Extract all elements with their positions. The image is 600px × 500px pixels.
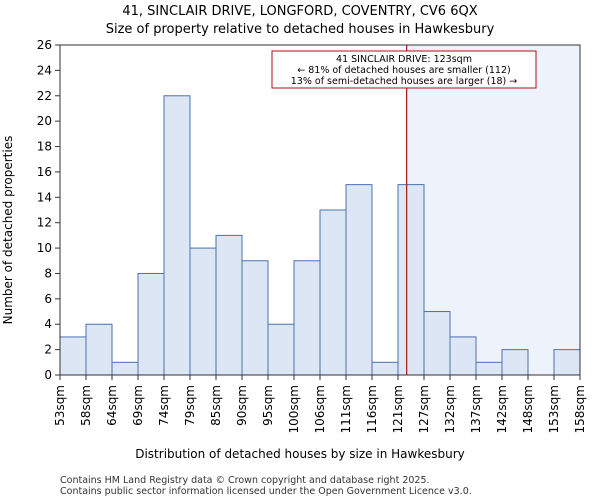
x-tick-label: 116sqm <box>365 385 379 433</box>
y-tick-label: 18 <box>37 140 52 154</box>
y-tick-label: 14 <box>37 190 52 204</box>
y-tick-label: 0 <box>44 368 52 382</box>
y-tick-label: 24 <box>37 63 52 77</box>
histogram-bar <box>189 247 217 376</box>
y-axis-label: Number of detached properties <box>1 136 15 325</box>
histogram-bar <box>553 349 581 376</box>
histogram-bar <box>397 184 425 376</box>
histogram-bar <box>215 234 243 376</box>
y-tick-label: 2 <box>44 343 52 357</box>
x-tick-label: 148sqm <box>521 385 535 433</box>
y-tick-label: 10 <box>37 241 52 255</box>
histogram-bar <box>111 361 139 376</box>
y-tick-label: 22 <box>37 89 52 103</box>
x-tick-label: 111sqm <box>339 385 353 433</box>
histogram-bar <box>319 209 347 376</box>
histogram-bar <box>59 336 87 376</box>
x-tick-label: 79sqm <box>183 385 197 426</box>
histogram-bar <box>475 361 503 376</box>
annotation-box <box>271 50 537 89</box>
x-tick-label: 69sqm <box>131 385 145 426</box>
x-tick-label: 74sqm <box>157 385 171 426</box>
x-tick-label: 53sqm <box>53 385 67 426</box>
histogram-bar <box>423 311 451 376</box>
x-tick-label: 95sqm <box>261 385 275 426</box>
y-tick-label: 4 <box>44 317 52 331</box>
annotation-line: ← 81% of detached houses are smaller (11… <box>297 65 510 76</box>
y-tick-label: 20 <box>37 114 52 128</box>
y-tick-label: 12 <box>37 216 52 230</box>
histogram-bar <box>267 323 295 376</box>
y-tick-label: 16 <box>37 165 52 179</box>
annotation-line: 13% of semi-detached houses are larger (… <box>291 76 518 87</box>
histogram-bar <box>345 184 373 376</box>
marker-annotation: 41 SINCLAIR DRIVE: 123sqm← 81% of detach… <box>271 50 537 89</box>
y-tick-label: 6 <box>44 292 52 306</box>
x-tick-label: 127sqm <box>417 385 431 433</box>
x-tick-label: 142sqm <box>495 385 509 433</box>
footer-line-2: Contains public sector information licen… <box>60 486 472 497</box>
x-tick-label: 121sqm <box>391 385 405 433</box>
footer-line-1: Contains HM Land Registry data © Crown c… <box>60 475 430 486</box>
histogram-bar <box>137 272 165 376</box>
histogram-bar <box>293 260 321 376</box>
x-tick-label: 153sqm <box>547 385 561 433</box>
chart-subtitle: Size of property relative to detached ho… <box>106 22 495 37</box>
x-tick-label: 158sqm <box>573 385 587 433</box>
x-tick-label: 58sqm <box>79 385 93 426</box>
y-tick-label: 26 <box>37 38 52 52</box>
annotation-line: 41 SINCLAIR DRIVE: 123sqm <box>336 54 472 65</box>
x-tick-label: 64sqm <box>105 385 119 426</box>
x-tick-label: 85sqm <box>209 385 223 426</box>
x-tick-label: 106sqm <box>313 385 327 433</box>
histogram-bar <box>163 95 191 376</box>
histogram-bar <box>241 260 269 376</box>
x-tick-label: 90sqm <box>235 385 249 426</box>
histogram-bar <box>501 349 529 376</box>
x-axis-label: Distribution of detached houses by size … <box>135 447 465 461</box>
y-tick-label: 8 <box>44 266 52 280</box>
x-tick-label: 132sqm <box>443 385 457 433</box>
chart-title: 41, SINCLAIR DRIVE, LONGFORD, COVENTRY, … <box>122 4 477 19</box>
x-tick-label: 137sqm <box>469 385 483 433</box>
histogram-bar <box>371 361 399 376</box>
histogram-bar <box>449 336 477 376</box>
histogram-bar <box>85 323 113 376</box>
x-tick-label: 100sqm <box>287 385 301 433</box>
